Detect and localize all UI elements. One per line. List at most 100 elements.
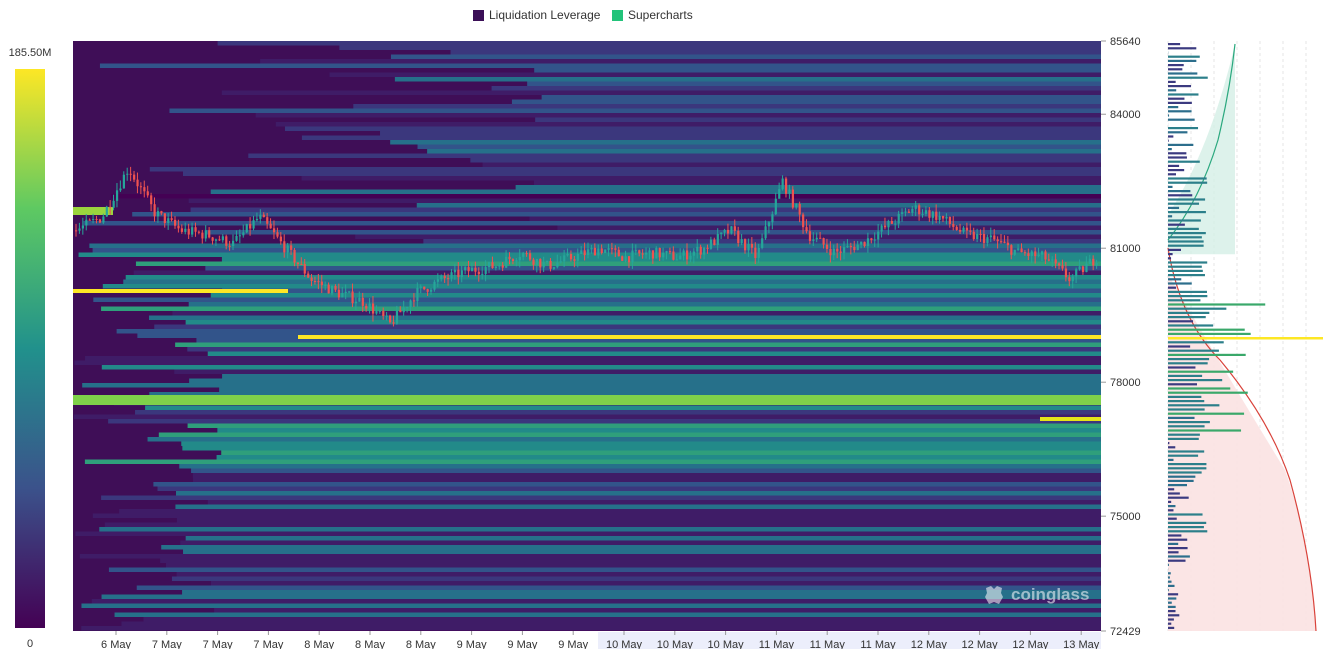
price-candle (436, 279, 440, 282)
price-candle (1078, 266, 1081, 270)
price-candle (604, 249, 607, 254)
price-candle (904, 211, 907, 213)
price-candle (406, 307, 409, 309)
heatmap-band (533, 180, 1101, 185)
profile-bar (1168, 190, 1191, 193)
x-tick-label: 10 May (606, 639, 643, 649)
heatmap-band (183, 171, 1101, 176)
liquidation-level-line (73, 289, 288, 293)
price-candle (866, 238, 870, 247)
price-candle (805, 227, 808, 232)
profile-bar (1168, 471, 1202, 474)
x-tick-label: 11 May (860, 639, 896, 649)
profile-bar (1168, 589, 1169, 592)
price-candle (153, 204, 156, 217)
price-candle (313, 280, 317, 282)
heatmap-band (74, 360, 1101, 365)
price-candle (941, 215, 945, 219)
profile-short-curve (1167, 43, 1236, 241)
price-candle (679, 255, 682, 260)
price-candle (1061, 265, 1064, 269)
heatmap-band (180, 540, 1101, 545)
price-candle (95, 218, 98, 220)
price-candle (877, 231, 880, 240)
x-tick-label: 11 May (759, 639, 795, 649)
profile-bar (1168, 278, 1182, 281)
price-candle (720, 232, 723, 235)
price-candle (955, 226, 958, 230)
x-tick-label: 8 May (355, 639, 385, 649)
heatmap-band (101, 495, 1101, 500)
heatmap-band (167, 630, 1101, 631)
heatmap-band (108, 419, 1101, 424)
price-candle (290, 245, 293, 250)
price-candle (81, 225, 85, 229)
x-tick-label: 7 May (152, 639, 182, 649)
profile-bar (1168, 622, 1172, 625)
profile-bar (1168, 429, 1242, 432)
profile-bar (1168, 80, 1176, 83)
x-tick-label: 13 May (1063, 639, 1100, 649)
heatmap-band (172, 311, 1101, 316)
price-candle (191, 227, 194, 235)
price-candle (914, 205, 917, 209)
legend-item-1[interactable]: Supercharts (612, 7, 693, 23)
x-tick-label: 12 May (1012, 639, 1049, 649)
price-candle (726, 229, 730, 234)
price-candle (685, 250, 689, 260)
price-candle (856, 244, 859, 251)
price-candle (296, 262, 300, 264)
colorbar-gradient (15, 69, 45, 628)
price-candle (911, 208, 914, 213)
heatmap-band (534, 68, 1101, 73)
heatmap-band (145, 405, 1101, 410)
price-candle (75, 230, 78, 232)
price-candle (167, 218, 170, 224)
profile-bar (1168, 454, 1199, 457)
profile-bar (1168, 265, 1202, 268)
heatmap-band (207, 500, 1101, 505)
price-candle (505, 256, 508, 268)
price-candle (819, 237, 822, 239)
price-candle (245, 224, 248, 233)
heatmap-band (210, 293, 1101, 298)
heatmap-band (136, 585, 1101, 590)
heatmap-band (248, 153, 1101, 158)
price-candle (993, 235, 996, 240)
heatmap-band (214, 608, 1101, 613)
price-candle (126, 173, 129, 175)
profile-bar (1168, 320, 1194, 323)
heatmap-band (149, 315, 1101, 320)
price-candle (996, 239, 999, 242)
price-candle (682, 250, 685, 256)
price-candle (310, 277, 313, 281)
price-candle (713, 239, 716, 246)
heatmap-band (119, 509, 1101, 514)
price-candle (924, 210, 928, 214)
price-candle (907, 211, 911, 213)
price-candle (781, 178, 784, 190)
profile-bar (1168, 269, 1203, 272)
price-candle (887, 220, 890, 228)
price-candle (276, 232, 279, 237)
price-candle (812, 239, 815, 241)
heatmap-band (216, 455, 1101, 460)
profile-bar (1168, 496, 1189, 499)
profile-bar (1168, 383, 1198, 386)
price-candle (665, 251, 668, 253)
price-candle (539, 259, 542, 268)
price-candle (839, 251, 842, 253)
price-candle (894, 223, 897, 225)
legend-item-0[interactable]: Liquidation Leverage (473, 7, 600, 23)
heatmap-band (219, 387, 1101, 392)
profile-bar (1168, 391, 1248, 394)
price-candle (228, 245, 231, 247)
profile-bar (1168, 89, 1177, 92)
profile-bar (1168, 295, 1208, 298)
price-candle (672, 251, 675, 260)
heatmap-band (491, 86, 1101, 91)
x-tick-label: 12 May (911, 639, 948, 649)
heatmap-band (166, 563, 1101, 568)
heatmap-band (210, 581, 1101, 586)
profile-bar (1168, 85, 1192, 88)
